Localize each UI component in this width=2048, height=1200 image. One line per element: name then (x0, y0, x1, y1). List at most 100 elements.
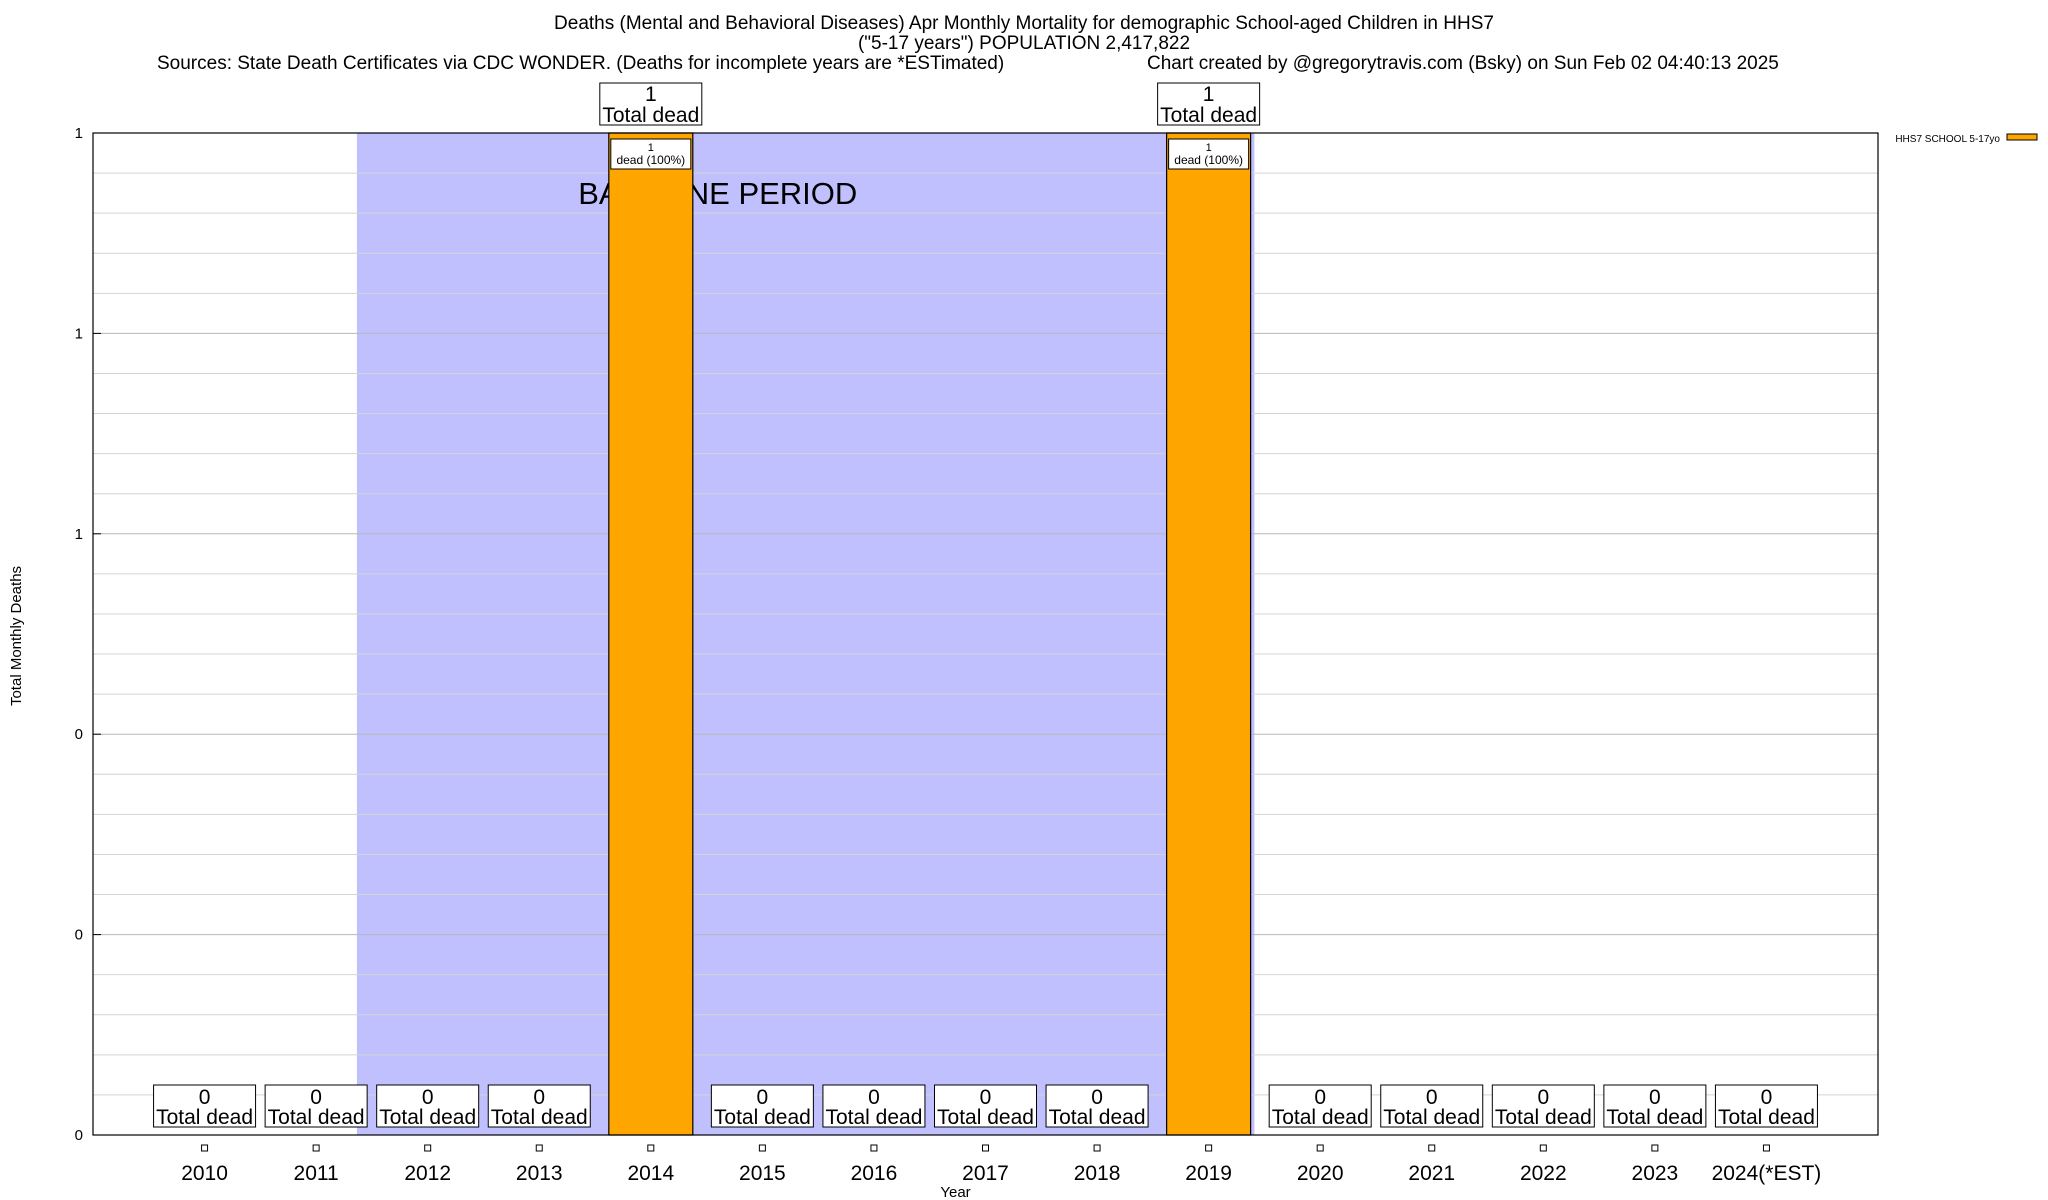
total-label-box-2014 (599, 82, 703, 126)
total-label-box-2024(*EST) (1714, 1084, 1818, 1128)
total-label-box-2015 (710, 1084, 814, 1128)
bar-2014 (608, 132, 694, 1136)
total-label-text: Total dead (602, 104, 699, 127)
total-label-value: 0 (1314, 1086, 1326, 1109)
grid-lines (93, 132, 1878, 1136)
total-label-text: Total dead (825, 1106, 922, 1129)
x-tick-label: 2013 (516, 1162, 563, 1185)
total-label-value: 0 (310, 1086, 322, 1109)
axes: 0 0 0 1 1 1 2010 2011 2012 2013 2014 2015 2016 2017 20… (8, 125, 1879, 1200)
total-label-value: 0 (1091, 1086, 1103, 1109)
x-axis-label: Year (940, 1184, 970, 1200)
y-tick-label: 1 (75, 526, 83, 543)
total-label-box-2018 (1045, 1084, 1149, 1128)
total-label-value: 1 (1203, 83, 1215, 106)
legend-swatch (2006, 133, 2038, 141)
x-tick-marker (1205, 1144, 1213, 1152)
y-tick-label: 0 (75, 726, 83, 743)
x-tick-marker (1539, 1144, 1547, 1152)
y-tick-label: 0 (75, 1127, 83, 1144)
x-tick-marker (1093, 1144, 1101, 1152)
y-tick-label: 1 (75, 325, 83, 342)
total-label-value: 0 (422, 1086, 434, 1109)
total-label-value: 0 (199, 1086, 211, 1109)
x-tick-label: 2017 (962, 1162, 1009, 1185)
legend: HHS7 SCHOOL 5-17yo (1895, 133, 2038, 145)
segment-label-text: dead (100%) (1174, 153, 1243, 167)
x-tick-label: 2022 (1520, 1162, 1567, 1185)
credit-note: Chart created by @gregorytravis.com (Bsk… (1147, 53, 1779, 74)
baseline-period-region: BASELINE PERIOD (356, 133, 1255, 1135)
total-label-box-2016 (822, 1084, 926, 1128)
total-label-value: 0 (980, 1086, 992, 1109)
total-label-text: Total dead (1272, 1106, 1369, 1129)
segment-label-box-2014 (610, 138, 692, 170)
x-tick-marker (201, 1144, 209, 1152)
total-label-text: Total dead (1160, 104, 1257, 127)
x-tick-marker (758, 1144, 766, 1152)
total-label-text: Total dead (1049, 1106, 1146, 1129)
baseline-period-shade (356, 133, 1255, 1135)
x-tick-label: 2020 (1297, 1162, 1344, 1185)
plot-frame (92, 132, 1879, 1136)
segment-label-box-2019 (1168, 138, 1250, 170)
total-label-text: Total dead (379, 1106, 476, 1129)
x-tick-marker (535, 1144, 543, 1152)
total-label-value: 0 (1426, 1086, 1438, 1109)
chart-subtitle: ("5-17 years") POPULATION 2,417,822 (857, 33, 1191, 54)
total-label-box-2021 (1380, 1084, 1484, 1128)
total-label-text: Total dead (268, 1106, 365, 1129)
total-label-text: Total dead (1718, 1106, 1815, 1129)
x-tick-marker (1651, 1144, 1659, 1152)
total-label-text: Total dead (1606, 1106, 1703, 1129)
total-label-value: 0 (757, 1086, 769, 1109)
total-label-text: Total dead (1383, 1106, 1480, 1129)
source-note: Sources: State Death Certificates via CD… (157, 53, 1005, 74)
total-label-text: Total dead (714, 1106, 811, 1129)
y-tick-label: 1 (75, 125, 83, 142)
total-label-box-2017 (934, 1084, 1037, 1128)
x-tick-marker (1762, 1144, 1770, 1152)
y-axis-label: Total Monthly Deaths (8, 566, 25, 706)
x-tick-label: 2015 (739, 1162, 786, 1185)
x-tick-label: 2010 (181, 1162, 228, 1185)
x-tick-label: 2024(*EST) (1712, 1162, 1822, 1185)
total-label-value: 0 (1761, 1086, 1773, 1109)
x-tick-marker (1316, 1144, 1324, 1152)
total-label-value: 0 (868, 1086, 880, 1109)
total-label-box-2013 (487, 1084, 591, 1128)
total-label-value: 1 (645, 83, 657, 106)
total-label-box-2019 (1157, 82, 1261, 126)
x-tick-marker (870, 1144, 878, 1152)
x-tick-label: 2011 (294, 1162, 339, 1185)
segment-label-text: dead (100%) (616, 153, 685, 167)
x-tick-marker (1428, 1144, 1436, 1152)
total-label-box-2012 (376, 1084, 480, 1128)
total-label-value: 0 (1537, 1086, 1549, 1109)
x-tick-label: 2018 (1074, 1162, 1121, 1185)
x-tick-label: 2014 (627, 1162, 674, 1185)
x-tick-label: 2016 (851, 1162, 898, 1185)
x-tick-marker (647, 1144, 655, 1152)
y-tick-label: 0 (75, 927, 83, 944)
total-label-text: Total dead (937, 1106, 1034, 1129)
chart-title: Deaths (Mental and Behavioral Diseases) … (554, 13, 1494, 34)
total-label-box-2022 (1491, 1084, 1595, 1128)
total-label-text: Total dead (156, 1106, 253, 1129)
segment-label-value: 1 (648, 142, 654, 154)
total-label-box-2011 (264, 1084, 368, 1128)
x-tick-marker (982, 1144, 989, 1152)
x-tick-marker (424, 1144, 432, 1152)
total-label-text: Total dead (491, 1106, 588, 1129)
x-tick-label: 2012 (404, 1162, 451, 1185)
x-tick-label: 2019 (1185, 1162, 1232, 1185)
total-label-text: Total dead (1495, 1106, 1592, 1129)
total-label-value: 0 (533, 1086, 545, 1109)
x-tick-label: 2023 (1632, 1162, 1679, 1185)
bar-2019 (1166, 132, 1252, 1136)
x-tick-label: 2021 (1408, 1162, 1455, 1185)
total-label-box-2023 (1603, 1084, 1707, 1128)
total-label-box-2010 (153, 1084, 257, 1128)
